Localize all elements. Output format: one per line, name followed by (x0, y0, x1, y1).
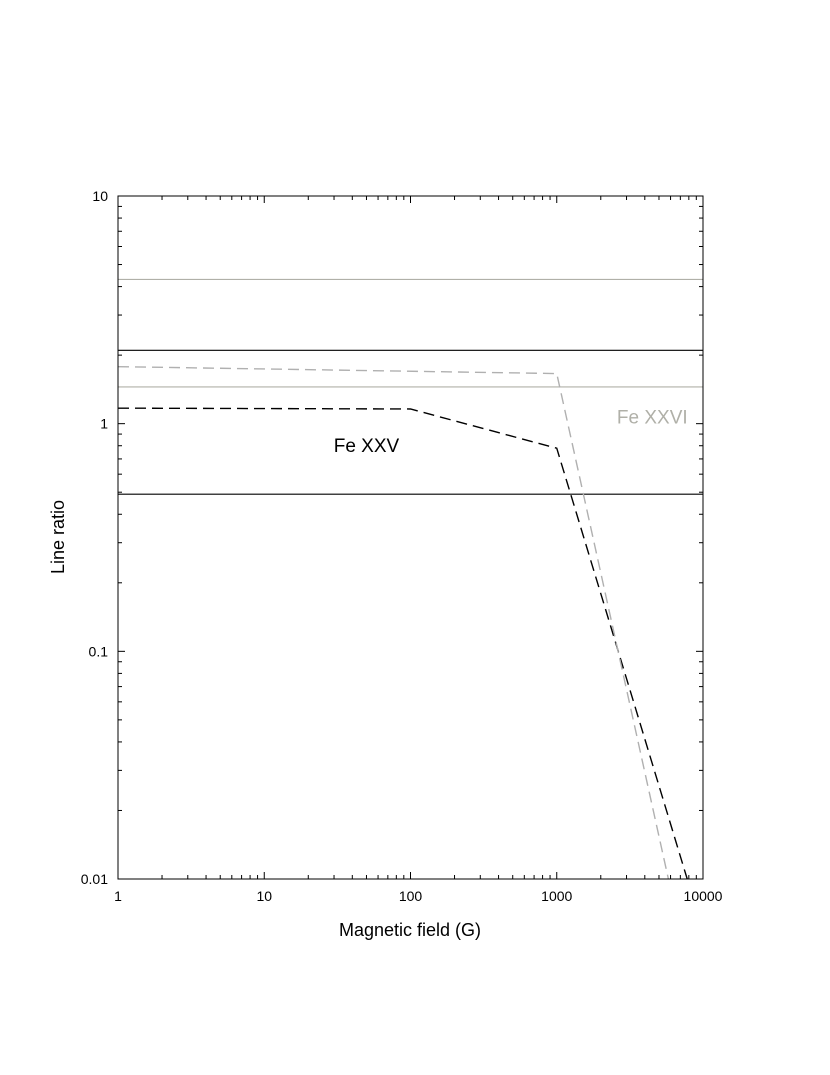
y-tick-label: 1 (100, 416, 108, 432)
y-tick-label: 0.01 (81, 871, 108, 887)
series-line-0 (118, 407, 688, 879)
series-annotation-0: Fe XXV (334, 436, 400, 457)
x-tick-label: 1000 (541, 888, 572, 904)
y-axis-title: Line ratio (48, 500, 68, 574)
x-tick-label: 100 (399, 888, 423, 904)
x-tick-label: 1 (114, 888, 122, 904)
series-line-1 (118, 365, 670, 879)
y-tick-label: 0.1 (89, 643, 109, 659)
x-axis-title: Magnetic field (G) (339, 920, 481, 940)
reference-lines (118, 278, 703, 495)
labels-layer: 1 10 100 1000 10000 0.01 0.1 1 10 Fe XXV Fe XXVI (81, 188, 723, 904)
series-annotation-1: Fe XXVI (617, 408, 688, 429)
ticks-layer (117, 195, 704, 880)
series-layer (118, 365, 688, 879)
x-tick-label: 10000 (684, 888, 723, 904)
x-tick-label: 10 (256, 888, 272, 904)
y-tick-label: 10 (92, 188, 108, 204)
plot-frame (117, 195, 704, 880)
